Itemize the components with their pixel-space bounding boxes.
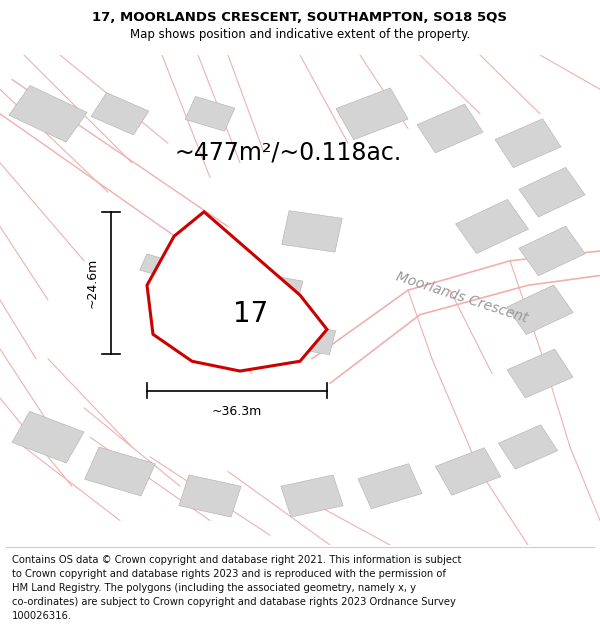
- Polygon shape: [140, 254, 172, 278]
- Text: Moorlands Crescent: Moorlands Crescent: [394, 269, 530, 326]
- Polygon shape: [91, 92, 149, 135]
- Text: HM Land Registry. The polygons (including the associated geometry, namely x, y: HM Land Registry. The polygons (includin…: [12, 582, 416, 592]
- Polygon shape: [85, 447, 155, 496]
- Text: ~36.3m: ~36.3m: [212, 405, 262, 418]
- Text: 17: 17: [233, 301, 268, 328]
- Polygon shape: [147, 212, 327, 371]
- Text: Map shows position and indicative extent of the property.: Map shows position and indicative extent…: [130, 28, 470, 41]
- Polygon shape: [519, 168, 585, 217]
- Polygon shape: [12, 411, 84, 463]
- Polygon shape: [507, 285, 573, 334]
- Polygon shape: [282, 211, 342, 252]
- Polygon shape: [179, 475, 241, 517]
- Polygon shape: [249, 273, 303, 308]
- Polygon shape: [289, 324, 335, 355]
- Polygon shape: [499, 425, 557, 469]
- Text: ~24.6m: ~24.6m: [85, 258, 98, 308]
- Polygon shape: [455, 199, 529, 254]
- Polygon shape: [417, 104, 483, 153]
- Text: ~477m²/~0.118ac.: ~477m²/~0.118ac.: [175, 141, 401, 165]
- Polygon shape: [435, 448, 501, 495]
- Polygon shape: [519, 226, 585, 276]
- Text: Contains OS data © Crown copyright and database right 2021. This information is : Contains OS data © Crown copyright and d…: [12, 554, 461, 564]
- Polygon shape: [507, 349, 573, 398]
- Text: 17, MOORLANDS CRESCENT, SOUTHAMPTON, SO18 5QS: 17, MOORLANDS CRESCENT, SOUTHAMPTON, SO1…: [92, 11, 508, 24]
- Polygon shape: [336, 88, 408, 140]
- Text: co-ordinates) are subject to Crown copyright and database rights 2023 Ordnance S: co-ordinates) are subject to Crown copyr…: [12, 597, 456, 607]
- Text: 100026316.: 100026316.: [12, 611, 72, 621]
- Polygon shape: [185, 96, 235, 131]
- Polygon shape: [9, 86, 87, 142]
- Polygon shape: [281, 475, 343, 517]
- Polygon shape: [358, 464, 422, 509]
- Text: to Crown copyright and database rights 2023 and is reproduced with the permissio: to Crown copyright and database rights 2…: [12, 569, 446, 579]
- Polygon shape: [495, 119, 561, 168]
